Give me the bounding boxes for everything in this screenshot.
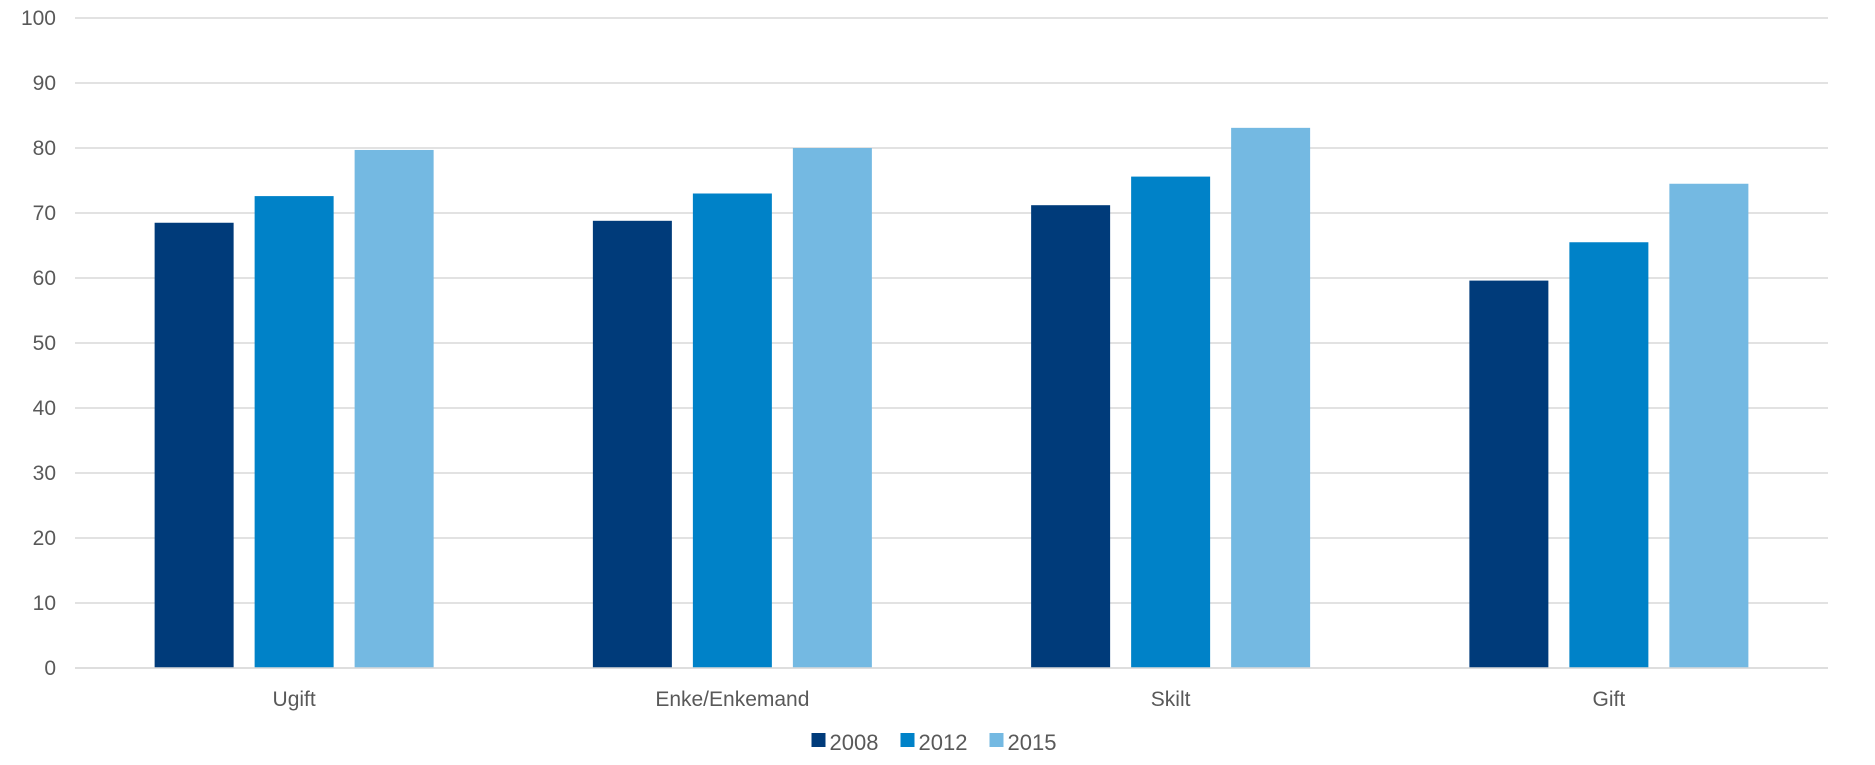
y-tick-label: 70 <box>33 202 56 225</box>
x-category-label: Ugift <box>273 688 316 711</box>
bar-2015-skilt <box>1231 127 1311 669</box>
y-tick-label: 0 <box>44 657 56 680</box>
gridlines <box>75 17 1828 669</box>
bar-2015-ugift <box>354 149 434 668</box>
bar-2008-enke-enkemand <box>592 220 672 669</box>
bars <box>154 127 1749 669</box>
legend-label-2015: 2015 <box>1008 730 1057 755</box>
bar-2012-ugift <box>254 196 334 668</box>
x-axis: Ugift Enke/Enkemand Skilt Gift <box>75 667 1828 711</box>
legend-swatch-2012 <box>900 733 915 747</box>
y-tick-label: 90 <box>33 72 56 95</box>
bar-2012-gift <box>1569 242 1649 668</box>
y-tick-label: 100 <box>21 7 56 30</box>
x-category-label: Enke/Enkemand <box>655 688 809 711</box>
y-tick-label: 30 <box>33 462 56 485</box>
y-tick-label: 60 <box>33 267 56 290</box>
y-tick-label: 20 <box>33 527 56 550</box>
y-tick-label: 10 <box>33 592 56 615</box>
legend-label-2012: 2012 <box>919 730 968 755</box>
y-tick-label: 80 <box>33 137 56 160</box>
legend-swatch-2008 <box>811 733 826 747</box>
legend: 2008 2012 2015 <box>811 730 1057 755</box>
bar-2015-enke-enkemand <box>792 148 872 668</box>
bar-2008-gift <box>1469 280 1549 668</box>
bar-2008-skilt <box>1031 205 1111 668</box>
y-axis-ticks: 0 10 20 30 40 50 60 70 80 90 100 <box>21 7 56 680</box>
bar-2012-skilt <box>1131 176 1211 668</box>
legend-label-2008: 2008 <box>830 730 879 755</box>
x-category-label: Gift <box>1593 688 1626 711</box>
bar-2015-gift <box>1669 183 1749 668</box>
x-category-label: Skilt <box>1151 688 1191 711</box>
bar-2008-ugift <box>154 222 234 668</box>
bar-2012-enke-enkemand <box>692 193 772 668</box>
y-tick-label: 40 <box>33 397 56 420</box>
legend-swatch-2015 <box>989 733 1004 747</box>
y-tick-label: 50 <box>33 332 56 355</box>
